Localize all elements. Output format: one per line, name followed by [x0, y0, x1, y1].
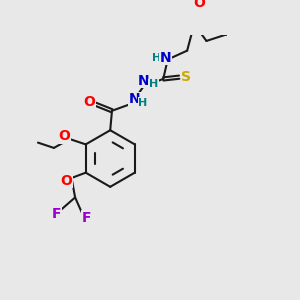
Text: N: N — [138, 74, 150, 88]
Text: O: O — [83, 95, 95, 109]
Text: O: O — [58, 129, 70, 143]
Text: H: H — [149, 79, 158, 89]
Text: N: N — [160, 51, 172, 65]
Text: F: F — [82, 211, 91, 225]
Text: O: O — [60, 174, 72, 188]
Text: S: S — [181, 70, 191, 84]
Text: O: O — [194, 0, 205, 10]
Text: N: N — [128, 92, 140, 106]
Text: F: F — [52, 207, 61, 221]
Text: H: H — [138, 98, 148, 108]
Text: H: H — [152, 53, 162, 63]
